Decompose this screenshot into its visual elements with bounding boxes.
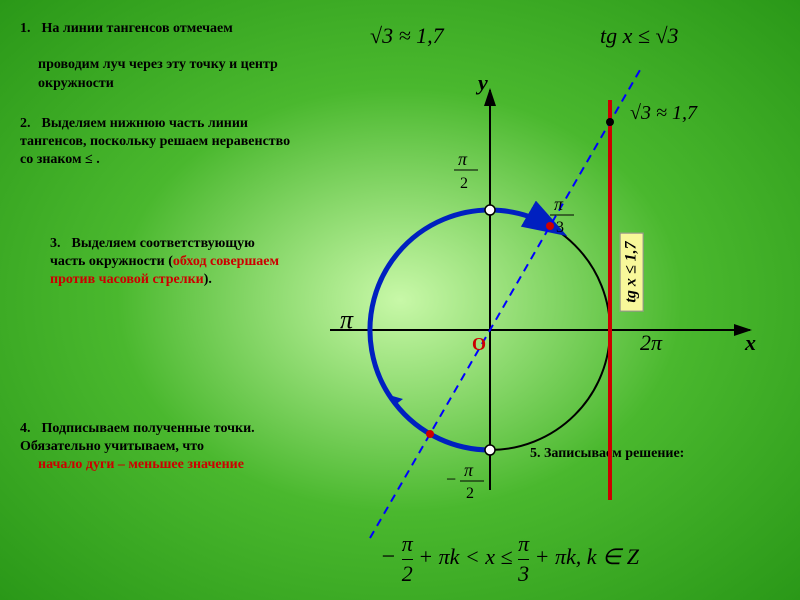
step-3: 3. Выделяем соответствующую часть окружн… bbox=[50, 235, 280, 290]
formula-inequality: tg x ≤ √3 bbox=[600, 22, 679, 51]
step-2: 2. Выделяем нижнюю часть линии тангенсов… bbox=[20, 115, 300, 170]
label-x: x bbox=[744, 330, 756, 355]
step-5: 5. Записываем решение: bbox=[530, 445, 780, 463]
point-pi3 bbox=[546, 222, 554, 230]
svg-text:2: 2 bbox=[460, 175, 468, 192]
tangent-box-label: tg x ≤ 1,7 bbox=[620, 232, 644, 311]
step-3-num: 3. bbox=[50, 235, 68, 253]
formula-sqrt3-top: √3 ≈ 1,7 bbox=[370, 22, 444, 51]
svg-text:2: 2 bbox=[466, 485, 474, 502]
step-4a-text: Подписываем полученные точки. Обязательн… bbox=[20, 421, 255, 454]
arc-selected bbox=[370, 210, 550, 450]
formula-sqrt3-right: √3 ≈ 1,7 bbox=[630, 100, 697, 126]
ray-dashed bbox=[370, 70, 640, 538]
step-2-text: Выделяем нижнюю часть линии тангенсов, п… bbox=[20, 116, 290, 167]
point-top-open bbox=[485, 205, 495, 215]
formula-solution: − π 2 + πk < x ≤ π 3 + πk, k ∈ Z bbox=[380, 530, 639, 588]
label-y: y bbox=[475, 70, 488, 95]
point-lower-ray bbox=[426, 430, 434, 438]
step-4: 4. Подписываем полученные точки. Обязате… bbox=[20, 420, 320, 475]
svg-text:3: 3 bbox=[556, 219, 564, 236]
point-tangent-mark bbox=[606, 118, 614, 126]
step-3c-text: ). bbox=[204, 272, 212, 287]
unit-circle bbox=[370, 210, 610, 450]
svg-text:π: π bbox=[464, 460, 474, 480]
svg-text:−: − bbox=[446, 469, 456, 489]
step-1a-text: На линии тангенсов отмечаем bbox=[42, 21, 233, 36]
step-1-num: 1. bbox=[20, 20, 38, 38]
step-2-num: 2. bbox=[20, 115, 38, 133]
point-bottom-open bbox=[485, 445, 495, 455]
step-1b-text: проводим луч через эту точку и центр окр… bbox=[38, 56, 340, 92]
label-pi: π bbox=[340, 305, 354, 334]
svg-text:π: π bbox=[554, 194, 564, 214]
step-5-text: 5. Записываем решение: bbox=[530, 446, 684, 461]
label-o: O bbox=[472, 334, 486, 354]
step-1: 1. На линии тангенсов отмечаем проводим … bbox=[20, 20, 340, 93]
label-2pi: 2π bbox=[640, 330, 663, 355]
step-4-num: 4. bbox=[20, 420, 38, 438]
svg-text:π: π bbox=[458, 149, 468, 169]
step-4b-text: начало дуги – меньшее значение bbox=[38, 456, 244, 474]
